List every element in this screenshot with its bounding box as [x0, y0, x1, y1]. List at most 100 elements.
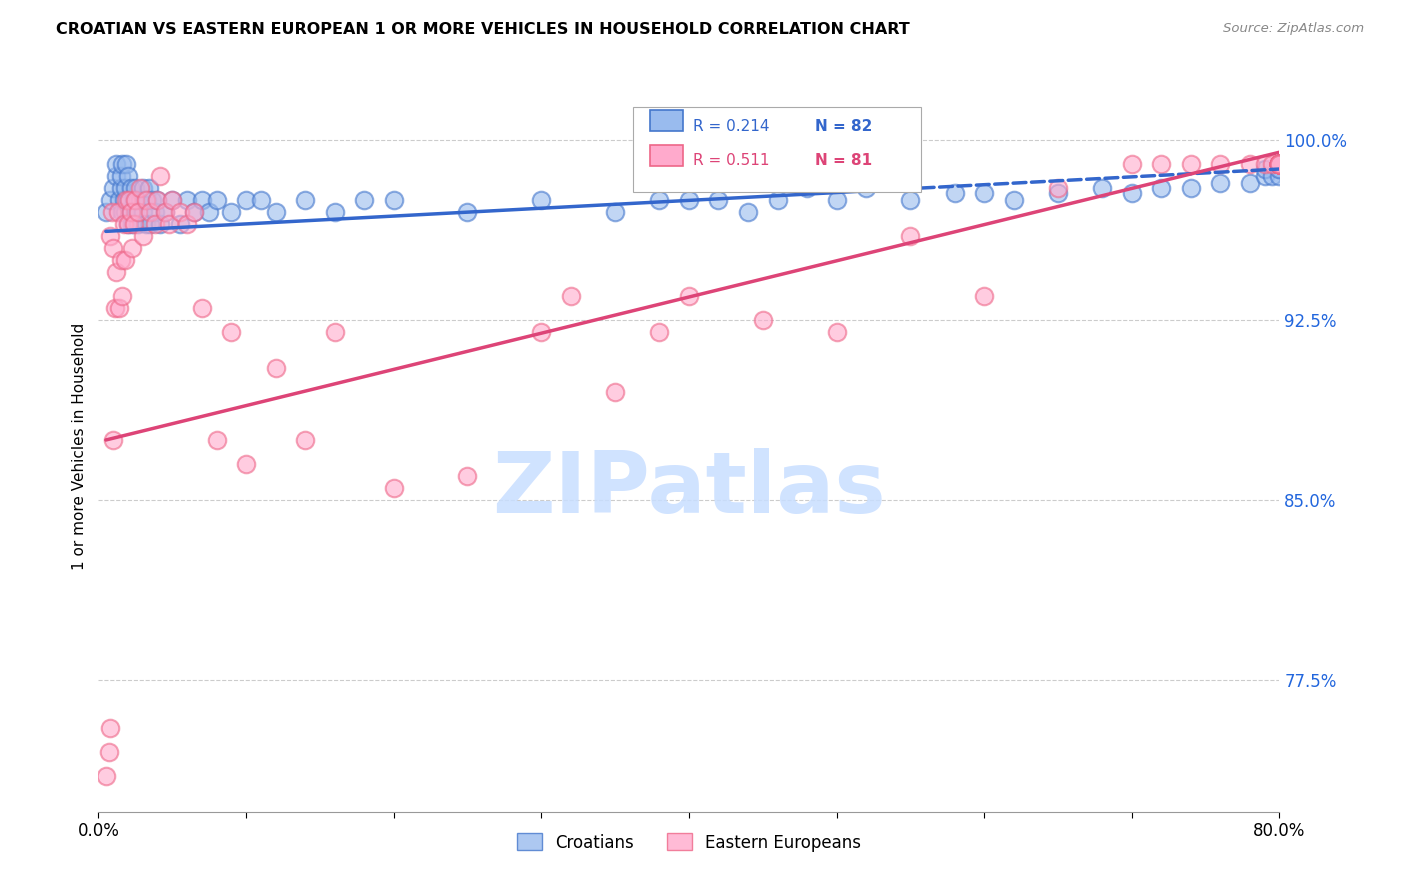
Point: [766, 193, 789, 207]
Point: [139, 205, 162, 219]
Text: R = 0.511: R = 0.511: [693, 153, 769, 168]
Point: [456, 469, 478, 483]
Point: [1002, 193, 1025, 207]
Point: [1268, 157, 1291, 171]
Point: [103, 241, 125, 255]
Point: [169, 217, 191, 231]
Point: [104, 301, 127, 315]
Point: [135, 217, 157, 231]
Point: [1239, 177, 1261, 191]
Point: [117, 169, 139, 184]
Point: [1268, 157, 1291, 171]
Point: [530, 193, 553, 207]
Point: [1268, 157, 1291, 171]
Point: [128, 193, 150, 207]
Point: [110, 253, 132, 268]
Point: [134, 193, 156, 207]
Point: [121, 217, 143, 231]
Legend: Croatians, Eastern Europeans: Croatians, Eastern Europeans: [510, 827, 868, 858]
Point: [98, 193, 121, 207]
Point: [191, 301, 214, 315]
Point: [136, 193, 159, 207]
Point: [530, 325, 553, 339]
Point: [1268, 157, 1291, 171]
Point: [100, 205, 122, 219]
Point: [796, 181, 818, 195]
Point: [191, 193, 214, 207]
Point: [198, 205, 221, 219]
Point: [1254, 169, 1277, 184]
Point: [1261, 157, 1284, 171]
Point: [143, 217, 166, 231]
Point: [157, 217, 180, 231]
Point: [294, 193, 316, 207]
Point: [176, 217, 198, 231]
Point: [943, 186, 966, 200]
Point: [235, 193, 257, 207]
Point: [108, 193, 131, 207]
Point: [124, 181, 146, 195]
Point: [132, 229, 155, 244]
Point: [169, 205, 191, 219]
Point: [1268, 169, 1291, 184]
Point: [135, 193, 157, 207]
Point: [120, 205, 142, 219]
Point: [110, 181, 132, 195]
Point: [108, 301, 131, 315]
Point: [149, 217, 172, 231]
Point: [648, 325, 671, 339]
Point: [900, 193, 922, 207]
Point: [127, 205, 149, 219]
Point: [294, 433, 316, 447]
Point: [153, 205, 176, 219]
Point: [98, 229, 121, 244]
Point: [149, 169, 172, 184]
Point: [1268, 157, 1291, 171]
Point: [1180, 157, 1202, 171]
Point: [107, 205, 129, 219]
Text: CROATIAN VS EASTERN EUROPEAN 1 OR MORE VEHICLES IN HOUSEHOLD CORRELATION CHART: CROATIAN VS EASTERN EUROPEAN 1 OR MORE V…: [56, 22, 910, 37]
Point: [1046, 186, 1069, 200]
Text: N = 81: N = 81: [815, 153, 873, 168]
Point: [1261, 169, 1284, 184]
Point: [97, 745, 120, 759]
Point: [1268, 157, 1291, 171]
Point: [117, 193, 139, 207]
Point: [1180, 181, 1202, 195]
Point: [114, 253, 136, 268]
Point: [112, 193, 135, 207]
Point: [105, 265, 128, 279]
Point: [183, 205, 205, 219]
Point: [1268, 157, 1291, 171]
Point: [1268, 157, 1291, 171]
Point: [1150, 157, 1173, 171]
Text: N = 82: N = 82: [815, 119, 873, 134]
Point: [1268, 161, 1291, 176]
Point: [855, 181, 877, 195]
Point: [98, 721, 121, 735]
Point: [1268, 157, 1291, 171]
Point: [900, 229, 922, 244]
Text: R = 0.214: R = 0.214: [693, 119, 769, 134]
Y-axis label: 1 or more Vehicles in Household: 1 or more Vehicles in Household: [72, 322, 87, 570]
Point: [111, 157, 134, 171]
Point: [235, 457, 257, 471]
Point: [250, 193, 273, 207]
Point: [128, 181, 150, 195]
Point: [94, 769, 117, 783]
Point: [114, 205, 136, 219]
Point: [124, 205, 146, 219]
Point: [205, 433, 228, 447]
Point: [118, 193, 141, 207]
Point: [1091, 181, 1114, 195]
Point: [103, 433, 125, 447]
Point: [973, 289, 995, 303]
Point: [264, 361, 287, 376]
Point: [1268, 157, 1291, 171]
Point: [353, 193, 375, 207]
Point: [121, 241, 143, 255]
Point: [1150, 181, 1173, 195]
Point: [125, 193, 148, 207]
Point: [1268, 157, 1291, 171]
Point: [973, 186, 995, 200]
